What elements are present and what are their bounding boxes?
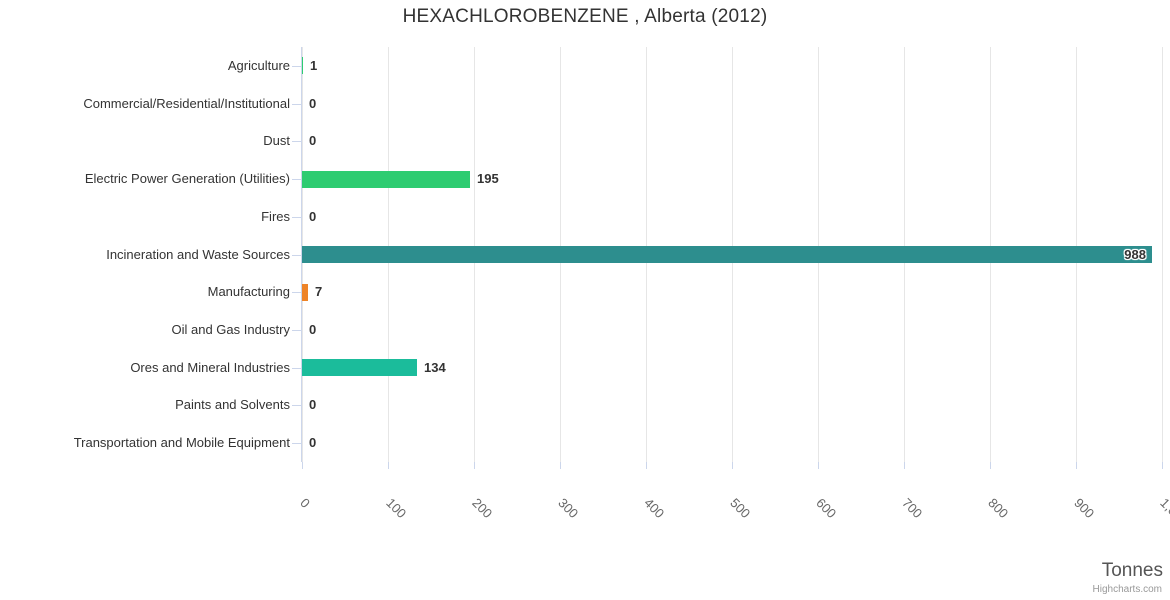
x-axis-tick — [904, 462, 905, 469]
x-axis-tick-label: 0 — [297, 495, 314, 511]
x-axis-tick-label: 100 — [383, 495, 410, 522]
y-axis-tick — [292, 255, 302, 256]
data-label: 0 — [309, 435, 317, 450]
data-label: 988 — [1124, 247, 1146, 262]
bar[interactable] — [302, 284, 308, 301]
x-axis-tick-label: 300 — [555, 495, 582, 522]
data-label: 0 — [309, 397, 317, 412]
category-label: Agriculture — [227, 58, 290, 73]
y-axis-tick — [292, 179, 302, 180]
x-axis-tick-label: 400 — [641, 495, 668, 522]
x-axis-tick — [474, 462, 475, 469]
category-label: Electric Power Generation (Utilities) — [84, 171, 290, 186]
x-axis-tick — [990, 462, 991, 469]
data-label: 195 — [477, 171, 499, 186]
category-label: Fires — [261, 209, 290, 224]
x-axis-tick-label: 800 — [985, 495, 1012, 522]
y-axis-tick — [292, 217, 302, 218]
data-label: 0 — [309, 209, 317, 224]
category-label: Incineration and Waste Sources — [106, 247, 290, 262]
highcharts-credits-link[interactable]: Highcharts.com — [1092, 584, 1162, 595]
x-axis-tick-label: 200 — [469, 495, 496, 522]
x-axis-tick-label: 500 — [727, 495, 754, 522]
data-label: 1 — [310, 58, 318, 73]
x-axis-tick — [302, 462, 303, 469]
y-axis-tick — [292, 66, 302, 67]
bar[interactable] — [302, 57, 303, 74]
x-gridline — [1162, 47, 1163, 462]
data-label: 134 — [424, 360, 446, 375]
y-axis-tick — [292, 141, 302, 142]
x-axis-tick-label: 1,000 — [1157, 495, 1170, 529]
chart-title: HEXACHLOROBENZENE , Alberta (2012) — [402, 6, 768, 27]
y-axis-tick — [292, 405, 302, 406]
x-axis-tick-label: 700 — [899, 495, 926, 522]
y-axis-tick — [292, 104, 302, 105]
y-axis-line — [301, 47, 302, 462]
x-axis-tick — [732, 462, 733, 469]
x-axis-tick-label: 900 — [1071, 495, 1098, 522]
x-axis-tick — [1162, 462, 1163, 469]
category-label: Paints and Solvents — [175, 397, 290, 412]
x-axis-title: Tonnes — [1101, 560, 1163, 581]
x-axis-tick — [818, 462, 819, 469]
data-label: 0 — [309, 96, 317, 111]
category-label: Ores and Mineral Industries — [130, 360, 290, 375]
y-axis-tick — [292, 368, 302, 369]
category-label: Oil and Gas Industry — [171, 322, 291, 337]
category-label: Dust — [263, 133, 290, 148]
y-axis-tick — [292, 330, 302, 331]
category-label: Transportation and Mobile Equipment — [73, 435, 290, 450]
category-label: Commercial/Residential/Institutional — [83, 96, 290, 111]
data-label: 7 — [315, 284, 323, 299]
bar[interactable] — [302, 246, 1152, 263]
category-label: Manufacturing — [207, 284, 290, 299]
bar[interactable] — [302, 359, 417, 376]
x-axis-tick-label: 600 — [813, 495, 840, 522]
y-axis-tick — [292, 292, 302, 293]
data-label: 0 — [309, 133, 317, 148]
data-label: 0 — [309, 322, 317, 337]
bar[interactable] — [302, 171, 470, 188]
x-axis-tick — [560, 462, 561, 469]
x-axis-tick — [388, 462, 389, 469]
x-axis-tick — [1076, 462, 1077, 469]
y-axis-tick — [292, 443, 302, 444]
x-axis-tick — [646, 462, 647, 469]
